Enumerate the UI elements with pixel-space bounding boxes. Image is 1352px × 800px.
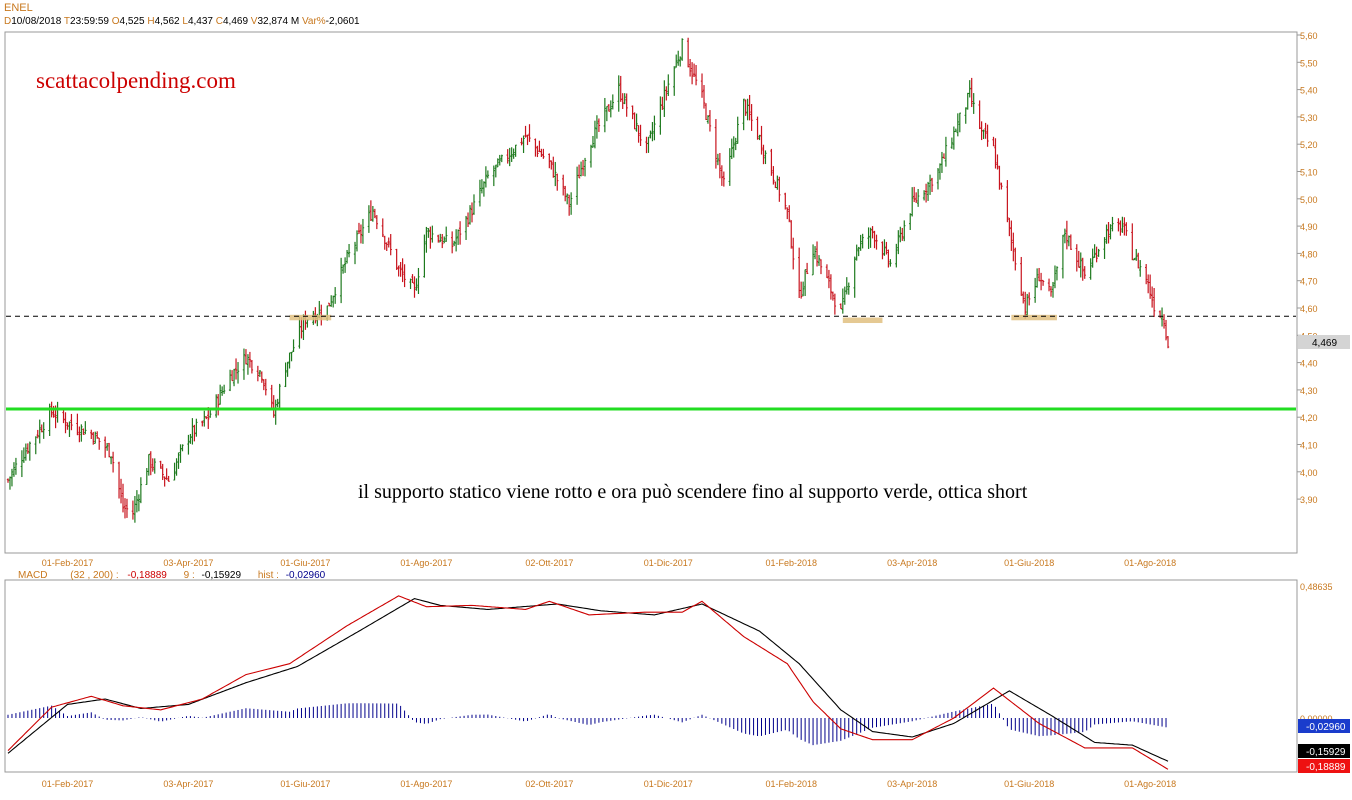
header-date: 10/08/2018 <box>11 16 62 27</box>
price-x-axis: 01-Feb-2017 03-Apr-2017 01-Giu-2017 01-Ago-… <box>42 558 1176 568</box>
price-panel <box>4 31 1298 554</box>
support-box <box>289 314 332 321</box>
price-y-label: 5,20 <box>1300 140 1318 150</box>
price-x-label: 01-Giu-2018 <box>1004 558 1054 568</box>
candles-layer <box>6 37 1170 523</box>
header-open: 4,525 <box>119 16 145 27</box>
signal-value: -0,15929 <box>202 570 242 581</box>
price-y-label: 5,10 <box>1300 168 1318 178</box>
price-x-label: 03-Apr-2018 <box>887 558 937 568</box>
price-x-label: 03-Apr-2017 <box>163 558 213 568</box>
price-x-label: 01-Dic-2017 <box>644 558 693 568</box>
hist-badge: -0,02960 <box>1306 722 1346 733</box>
macd-x-label: 01-Ago-2018 <box>1124 779 1176 789</box>
macd-value: -0,18889 <box>127 570 167 581</box>
signal-label: 9 : <box>184 570 195 581</box>
price-y-label: 5,40 <box>1300 86 1318 96</box>
price-y-label: 4,80 <box>1300 249 1318 259</box>
ohlc-header: D10/08/2018 T23:59:59 O4,525 H4,562 L4,4… <box>4 16 360 27</box>
price-y-label: 4,60 <box>1300 304 1318 314</box>
watermark: scattacolpending.com <box>36 68 236 93</box>
support-box <box>842 317 883 324</box>
macd-badge-box <box>1298 759 1350 773</box>
price-x-label: 01-Ago-2017 <box>400 558 452 568</box>
header-var: -2,0601 <box>325 16 360 27</box>
price-x-label: 01-Feb-2018 <box>765 558 817 568</box>
symbol-title: ENEL <box>4 2 33 14</box>
macd-x-label: 03-Apr-2018 <box>887 779 937 789</box>
price-x-label: 02-Ott-2017 <box>525 558 573 568</box>
macd-layer <box>7 595 1169 770</box>
macd-line <box>7 595 1169 770</box>
macd-x-label: 01-Giu-2017 <box>280 779 330 789</box>
price-y-label: 4,10 <box>1300 441 1318 451</box>
macd-x-label: 01-Feb-2018 <box>765 779 817 789</box>
price-y-label: 4,00 <box>1300 468 1318 478</box>
price-y-label: 4,40 <box>1300 359 1318 369</box>
overlay-layer <box>6 314 1296 411</box>
macd-panel <box>4 579 1298 773</box>
hist-badge-box <box>1298 719 1350 733</box>
support-box <box>1011 314 1057 321</box>
signal-badge: -0,15929 <box>1306 747 1346 758</box>
header-high: 4,562 <box>154 16 180 27</box>
macd-x-label: 01-Dic-2017 <box>644 779 693 789</box>
hist-value: -0,02960 <box>286 570 326 581</box>
price-y-label: 4,90 <box>1300 222 1318 232</box>
macd-x-label: 02-Ott-2017 <box>525 779 573 789</box>
header-close: 4,469 <box>222 16 249 27</box>
macd-badge: -0,18889 <box>1306 762 1346 773</box>
price-y-label: 3,90 <box>1300 495 1318 505</box>
header-time: 23:59:59 <box>70 16 109 27</box>
price-y-label: 5,50 <box>1300 58 1318 68</box>
price-y-label: 4,20 <box>1300 413 1318 423</box>
macd-params: (32 , 200) : <box>70 570 118 581</box>
signal-badge-box <box>1298 744 1350 758</box>
price-badge-box <box>1298 335 1350 349</box>
macd-x-label: 01-Ago-2017 <box>400 779 452 789</box>
price-y-label: 5,60 <box>1300 31 1318 41</box>
macd-header: MACD (32 , 200) : -0,18889 9 : -0,15929 … <box>18 570 326 581</box>
price-y-label: 5,00 <box>1300 195 1318 205</box>
price-x-label: 01-Ago-2018 <box>1124 558 1176 568</box>
price-badge: 4,469 <box>1312 338 1337 349</box>
annotation-text: il supporto statico viene rotto e ora pu… <box>358 481 1028 503</box>
hist-label: hist : <box>258 570 279 581</box>
macd-y-label: 0,48635 <box>1300 582 1333 592</box>
price-y-label: 4,30 <box>1300 386 1318 396</box>
price-x-label: 01-Feb-2017 <box>42 558 94 568</box>
macd-x-label: 01-Feb-2017 <box>42 779 94 789</box>
price-y-label: 5,30 <box>1300 113 1318 123</box>
header-low: 4,437 <box>187 16 213 27</box>
macd-x-label: 01-Giu-2018 <box>1004 779 1054 789</box>
price-x-label: 01-Giu-2017 <box>280 558 330 568</box>
signal-line <box>7 598 1169 762</box>
macd-axes: 01-Feb-2017 03-Apr-2017 01-Giu-2017 01-Ago-… <box>42 582 1333 789</box>
price-y-axis: 3,904,004,104,204,304,404,504,604,704,80… <box>1297 31 1318 505</box>
macd-name: MACD <box>18 570 47 581</box>
macd-x-label: 03-Apr-2017 <box>163 779 213 789</box>
header-volume: 32,874 M <box>257 16 300 27</box>
price-y-label: 4,70 <box>1300 277 1318 287</box>
